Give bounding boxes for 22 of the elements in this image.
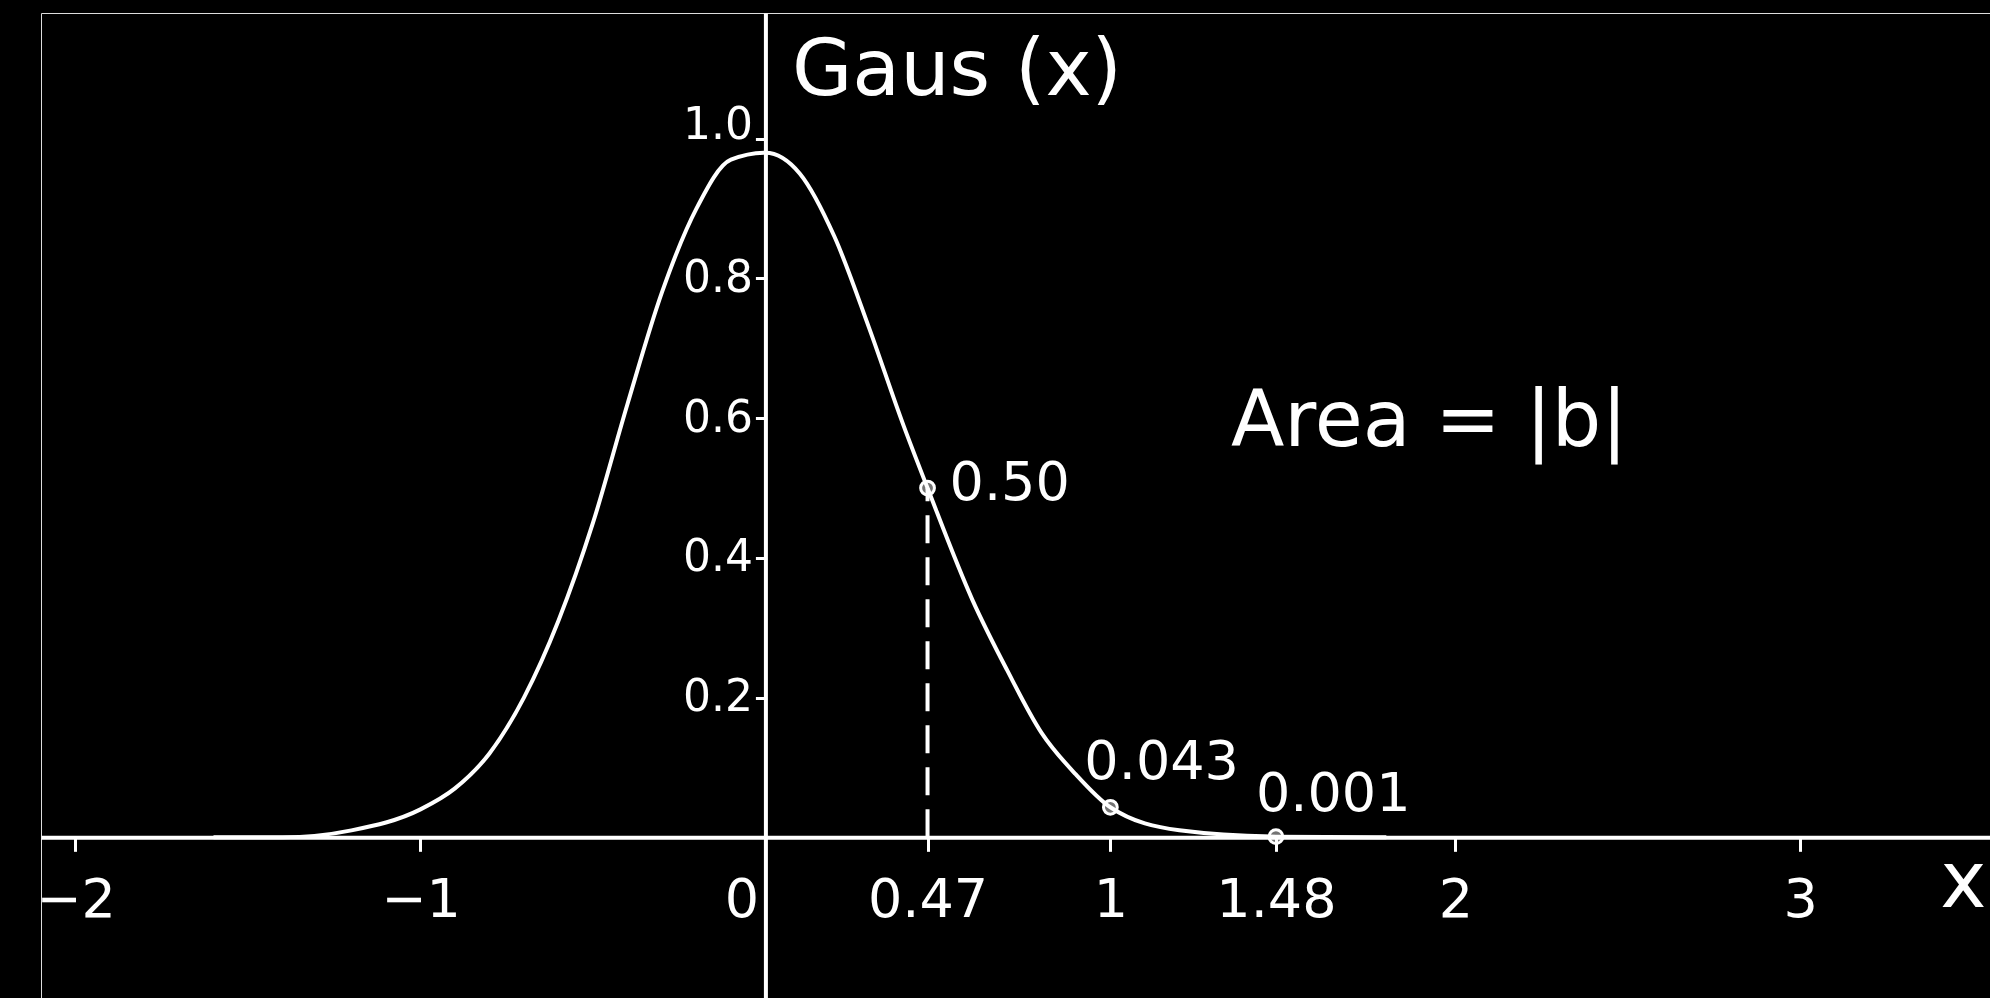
- y-tick-label: 0.2: [682, 670, 753, 722]
- x-axis-title: x: [1940, 834, 1987, 925]
- y-tick-label: 0.6: [682, 390, 753, 442]
- x-tick-label: 3: [1783, 866, 1818, 930]
- x-tick-label: 0: [724, 866, 760, 930]
- x-tick-label: 0.47: [867, 866, 989, 930]
- point: [1101, 798, 1119, 816]
- x-tick-label: 2: [1438, 866, 1473, 930]
- annotation: Area = |b|: [1231, 374, 1628, 465]
- y-axis-title: Gaus (x): [791, 22, 1123, 113]
- data-label: 0.50: [949, 450, 1070, 514]
- x-tick-label: −2: [36, 866, 116, 930]
- x-tick-label: −1: [381, 866, 461, 930]
- x-tick-label: 1.48: [1216, 866, 1337, 930]
- data-label: 0.001: [1255, 760, 1411, 824]
- x-tick-label: 1: [1093, 866, 1129, 930]
- y-tick-label: 1.0: [682, 98, 753, 150]
- point: [919, 479, 936, 497]
- y-tick-label: 0.8: [682, 250, 753, 302]
- y-tick-label: 0.4: [682, 530, 753, 582]
- point: [1267, 828, 1285, 846]
- data-label: 0.043: [1084, 729, 1239, 793]
